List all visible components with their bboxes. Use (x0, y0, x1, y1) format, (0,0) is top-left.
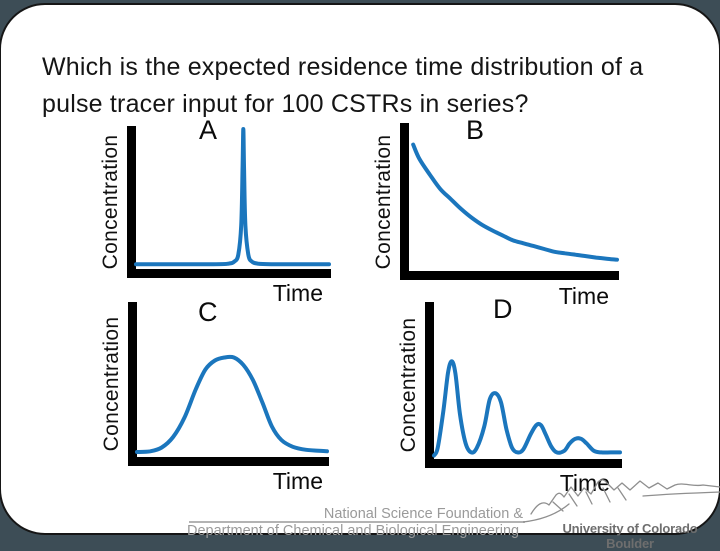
credit-line-1: National Science Foundation & (323, 506, 523, 522)
question-title: Which is the expected residence time dis… (42, 49, 643, 123)
y-axis-label-B: Concentration (372, 134, 395, 269)
university-logo-text: University of Colorado Boulder (562, 521, 698, 551)
logo-base-sweep (523, 503, 570, 523)
curve-A (134, 127, 331, 267)
x-axis-label-C: Time (272, 468, 323, 494)
x-axis-A (127, 269, 331, 278)
chart-canvas-B (400, 123, 619, 280)
chart-canvas-C (128, 302, 329, 466)
x-axis-B (400, 271, 619, 280)
curve-D (432, 359, 622, 458)
flatirons-logo (523, 479, 720, 523)
chart-letter-C: C (198, 297, 218, 327)
y-axis-B (400, 123, 409, 280)
logo-skyline (530, 479, 720, 515)
x-axis-D (425, 459, 622, 468)
logo-ridge-tail (642, 491, 720, 497)
slide-frame: Which is the expected residence time dis… (0, 3, 720, 551)
logo-detail-1 (552, 501, 564, 512)
logo-detail-2 (568, 493, 578, 507)
x-axis-C (128, 457, 329, 466)
question-title-line2: pulse tracer input for 100 CSTRs in seri… (42, 90, 529, 118)
chart-C: Concentration C Time (100, 297, 329, 494)
divider-line (189, 521, 525, 523)
chart-canvas-A (127, 126, 331, 278)
y-axis-label-C: Concentration (100, 316, 123, 452)
y-axis-C (128, 302, 137, 466)
credit-line-2: Department of Chemical and Biological En… (187, 523, 520, 539)
y-axis-label-A: Concentration (99, 134, 122, 270)
x-axis-label-A: Time (272, 280, 323, 306)
curve-B (411, 142, 619, 262)
chart-letter-B: B (466, 115, 485, 145)
logo-detail-5 (617, 487, 627, 501)
logo-detail-3 (585, 491, 593, 505)
y-axis-label-D: Concentration (397, 317, 420, 453)
chart-B: Concentration B Time (372, 115, 619, 309)
question-title-line1: Which is the expected residence time dis… (42, 53, 644, 81)
chart-letter-D: D (493, 294, 513, 324)
chart-A: Concentration A Time (99, 115, 331, 306)
x-axis-label-B: Time (558, 283, 609, 309)
y-axis-A (127, 126, 136, 278)
curve-C (135, 354, 329, 454)
logo-detail-4 (602, 487, 611, 503)
chart-letter-A: A (199, 115, 218, 145)
y-axis-D (425, 302, 434, 468)
chart-canvas-D (425, 302, 622, 468)
chart-D: Concentration D Time (397, 294, 622, 496)
